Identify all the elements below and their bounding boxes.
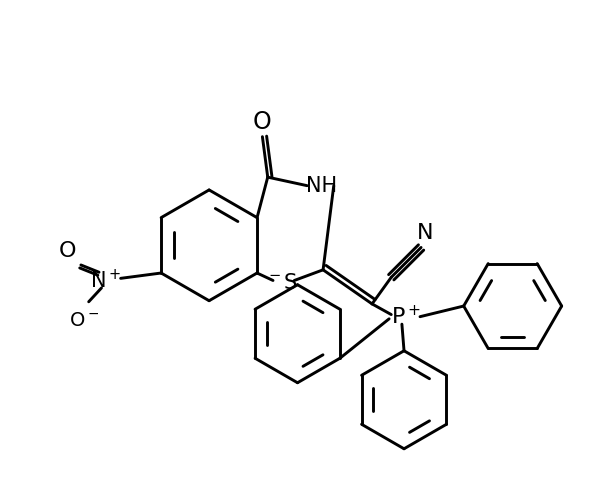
Text: $^-$S: $^-$S <box>265 273 298 293</box>
Text: O: O <box>59 240 76 261</box>
Text: P$^+$: P$^+$ <box>391 305 421 328</box>
Text: N$^+$: N$^+$ <box>90 269 122 292</box>
Text: N: N <box>417 223 434 242</box>
Text: NH: NH <box>307 176 338 196</box>
Text: O: O <box>253 110 272 134</box>
Text: O$^-$: O$^-$ <box>69 312 100 330</box>
